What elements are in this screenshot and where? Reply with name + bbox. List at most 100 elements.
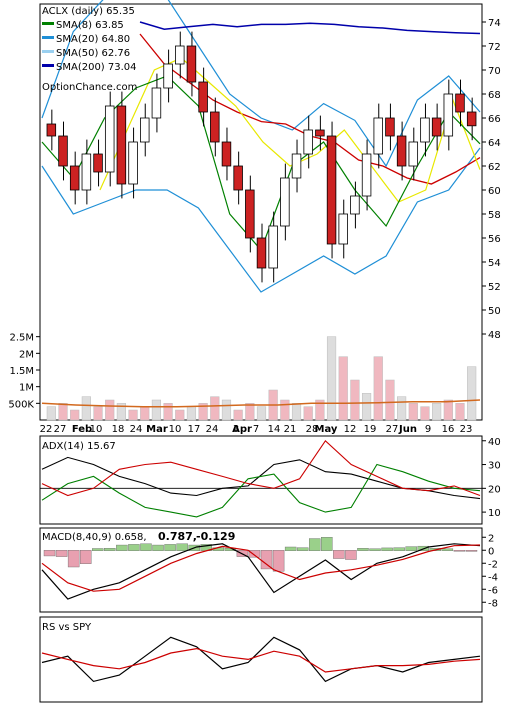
watermark: OptionChance.com	[42, 82, 137, 93]
volume-bar	[443, 399, 453, 421]
candle-body	[46, 123, 57, 137]
volume-bar	[140, 406, 150, 421]
adx-tick-label: 30	[488, 461, 501, 472]
candle-body	[221, 141, 232, 167]
adx-tick-label: 10	[488, 508, 501, 519]
x-tick-label: 19	[364, 424, 377, 435]
adx-tick-label: 20	[488, 484, 501, 495]
candle-body	[198, 81, 208, 113]
price-plot	[41, 0, 481, 293]
volume-bar	[58, 403, 68, 421]
candle-body	[303, 129, 313, 155]
macd-histogram-bar	[55, 550, 68, 557]
volume-bar	[432, 403, 442, 421]
macd-value-label: 0.787,	[158, 530, 197, 543]
price-tick-label: 66	[488, 114, 501, 125]
macd-signal-label: -0.129	[196, 530, 235, 543]
macd-histogram-bar	[152, 544, 164, 551]
x-tick-label: 23	[460, 424, 473, 435]
candle-body	[81, 153, 92, 191]
macd-histogram-bar	[441, 548, 454, 551]
symbol-label: ACLX (daily) 65.35	[42, 6, 135, 17]
legend-item: SMA(20) 64.80	[56, 34, 130, 45]
rs-series-line	[41, 636, 481, 683]
volume-bar	[186, 406, 197, 421]
legend-item: SMA(50) 62.76	[56, 48, 130, 59]
macd-plot: 2 0 -2 -4 -6 -8 MACD(8,40,9) 0.658, 0.787, -0.12…	[41, 530, 498, 609]
price-tick-label: 64	[488, 138, 501, 149]
x-tick-label: 27	[386, 424, 399, 435]
legend-swatch	[42, 22, 54, 25]
macd-histogram-bar	[369, 548, 381, 551]
x-tick-label: 27	[54, 424, 67, 435]
macd-histogram-bar	[405, 546, 417, 551]
candle-body	[268, 225, 278, 269]
x-tick-label: 10	[169, 424, 182, 435]
macd-tick-label: -8	[488, 598, 498, 609]
x-tick-label: Jun	[398, 424, 417, 435]
adx-panel-frame	[39, 435, 483, 525]
macd-histogram-bar	[140, 543, 152, 551]
legend-swatch	[42, 64, 54, 67]
candle-body	[420, 117, 430, 143]
candle-body	[245, 189, 255, 239]
candle-body	[361, 153, 372, 197]
price-tick-label: 52	[488, 282, 501, 293]
x-tick-label: 16	[442, 424, 455, 435]
rs-plot: RS vs SPY	[41, 622, 481, 683]
macd-histogram-bar	[393, 547, 405, 551]
price-tick-label: 50	[488, 306, 501, 317]
x-tick-label: 14	[268, 424, 281, 435]
macd-histogram-bar	[248, 550, 261, 558]
price-tick-label: 54	[488, 258, 501, 269]
legend-item: SMA(8) 63.85	[56, 20, 124, 31]
macd-histogram-bar	[176, 543, 188, 551]
macd-histogram-bar	[465, 550, 478, 552]
macd-tick-label: 0	[488, 546, 494, 557]
macd-histogram-bar	[321, 537, 333, 551]
macd-histogram-bar	[381, 547, 393, 551]
x-tick-label: Apr	[232, 424, 252, 435]
macd-histogram-bar	[260, 550, 273, 570]
candle-body	[315, 129, 325, 137]
candle-body	[128, 141, 138, 185]
x-tick-label: 10	[90, 424, 103, 435]
candle-body	[326, 135, 337, 245]
volume-bar	[350, 379, 360, 421]
x-tick-label: 24	[130, 424, 143, 435]
volume-bar	[93, 406, 103, 421]
candle-body	[163, 63, 173, 89]
volume-tick-label: 1.5M	[9, 366, 34, 377]
legend-item: SMA(200) 73.04	[56, 62, 137, 73]
price-tick-label: 68	[488, 90, 501, 101]
candle-body	[443, 93, 454, 137]
adx-title: ADX(14) 15.67	[42, 441, 116, 452]
candle-body	[431, 117, 442, 137]
volume-bar	[128, 409, 138, 421]
volume-bar	[291, 403, 302, 421]
volume-tick-label: 2.5M	[9, 333, 34, 344]
candle-body	[175, 45, 185, 65]
volume-bar	[210, 396, 220, 421]
macd-histogram-bar	[345, 550, 357, 560]
macd-tick-label: -4	[488, 572, 498, 583]
macd-histogram-bar	[43, 550, 56, 557]
price-tick-label: 58	[488, 210, 501, 221]
x-tick-label: 12	[344, 424, 357, 435]
volume-tick-label: 1M	[19, 383, 34, 394]
volume-tick-label: 2M	[19, 349, 34, 360]
macd-tick-label: -6	[488, 585, 498, 596]
price-tick-label: 70	[488, 66, 501, 77]
candle-body	[116, 105, 127, 185]
volume-bar	[221, 399, 232, 421]
bollinger-upper-line	[41, 0, 481, 168]
rs-title: RS vs SPY	[42, 622, 92, 633]
macd-histogram-bar	[67, 550, 80, 568]
price-tick-label: 60	[488, 186, 501, 197]
macd-tick-label: 2	[488, 533, 494, 544]
candle-body	[210, 111, 220, 143]
volume-bar	[397, 396, 407, 421]
price-tick-label: 56	[488, 234, 501, 245]
price-legend: ACLX (daily) 65.35 SMA(8) 63.85 SMA(20) 64…	[42, 6, 137, 93]
